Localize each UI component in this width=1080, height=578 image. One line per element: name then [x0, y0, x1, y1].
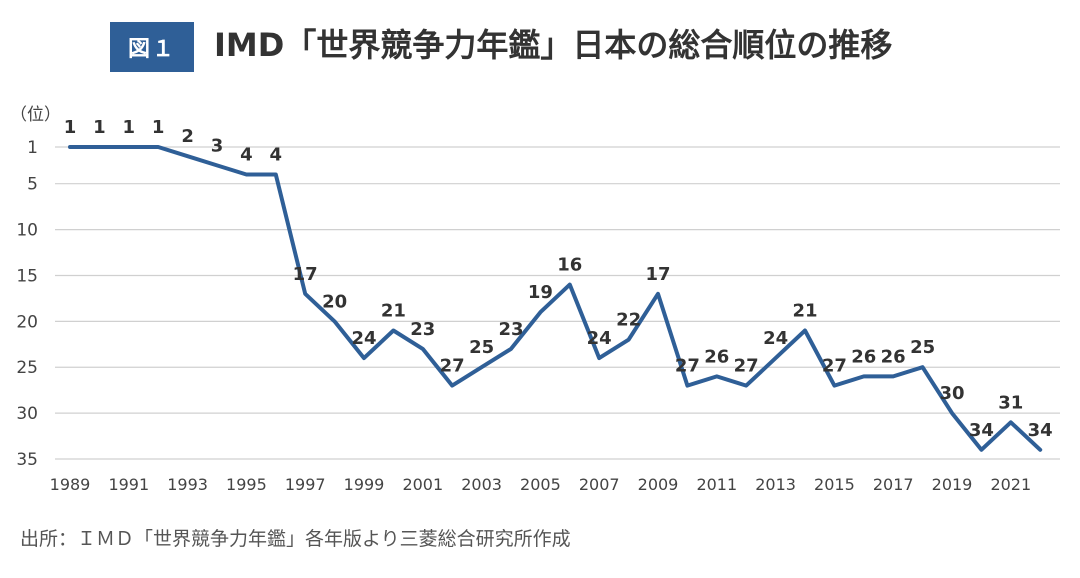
data-label: 3 [211, 135, 224, 156]
data-label: 26 [851, 346, 876, 367]
chart-title: IMD「世界競争力年鑑」日本の総合順位の推移 [214, 26, 893, 64]
data-label: 2 [181, 126, 194, 147]
data-label: 34 [1028, 420, 1053, 441]
data-label: 34 [969, 420, 994, 441]
data-label: 23 [498, 319, 523, 340]
y-tick-label: 30 [16, 404, 38, 424]
x-tick-label: 2021 [990, 475, 1031, 494]
data-label: 1 [152, 117, 165, 138]
data-label: 1 [64, 117, 77, 138]
x-tick-label: 1999 [344, 475, 385, 494]
x-tick-label: 1997 [285, 475, 326, 494]
data-label: 17 [293, 264, 318, 285]
x-axis-ticks: 1989 1991 1993 1995 1997 1999 2001 2003 2005 2007… [50, 475, 1032, 494]
y-tick-label: 25 [16, 358, 38, 378]
data-label: 4 [240, 145, 253, 166]
data-label: 1 [93, 117, 106, 138]
x-tick-label: 2009 [638, 475, 679, 494]
x-tick-label: 2017 [873, 475, 914, 494]
y-tick-label: 5 [27, 175, 38, 195]
data-label: 20 [322, 291, 347, 312]
data-label: 26 [704, 346, 729, 367]
y-tick-label: 15 [16, 266, 38, 286]
data-label: 26 [881, 346, 906, 367]
y-tick-label: 1 [27, 138, 38, 158]
x-tick-label: 2015 [814, 475, 855, 494]
data-label: 16 [557, 255, 582, 276]
x-tick-label: 2003 [461, 475, 502, 494]
x-tick-label: 2001 [402, 475, 443, 494]
data-label: 27 [440, 356, 465, 377]
data-label: 21 [381, 301, 406, 322]
data-label: 22 [616, 310, 641, 331]
y-tick-label: 20 [16, 312, 38, 332]
x-tick-label: 1993 [167, 475, 208, 494]
data-label: 23 [410, 319, 435, 340]
data-label: 24 [587, 328, 612, 349]
data-label: 30 [939, 383, 964, 404]
data-label: 25 [469, 337, 494, 358]
x-tick-label: 2005 [520, 475, 561, 494]
data-label: 25 [910, 337, 935, 358]
chart-header: 図１ IMD「世界競争力年鑑」日本の総合順位の推移 [0, 0, 1080, 100]
data-label: 17 [645, 264, 670, 285]
source-note: 出所：ＩＭＤ「世界競争力年鑑」各年版より三菱総合研究所作成 [20, 528, 571, 550]
y-axis-label: （位） [10, 105, 61, 125]
data-label: 27 [675, 356, 700, 377]
series-line [68, 145, 1043, 452]
chart-area: 1 5 10 15 20 25 30 35 1989 1991 1993 1995 1997 1999 2… [0, 92, 1080, 502]
data-label: 4 [270, 145, 283, 166]
data-label: 1 [123, 117, 136, 138]
data-label: 19 [528, 282, 553, 303]
x-tick-label: 2019 [932, 475, 973, 494]
x-tick-label: 2007 [579, 475, 620, 494]
y-tick-label: 35 [16, 450, 38, 470]
figure-badge: 図１ [110, 22, 194, 72]
data-label: 31 [998, 392, 1023, 413]
x-tick-label: 1995 [226, 475, 267, 494]
data-label: 27 [822, 356, 847, 377]
y-tick-label: 10 [16, 221, 38, 241]
grid-lines [55, 146, 1060, 460]
x-tick-label: 1989 [50, 475, 91, 494]
x-tick-label: 2013 [755, 475, 796, 494]
x-tick-label: 1991 [108, 475, 149, 494]
data-label: 21 [792, 301, 817, 322]
x-tick-label: 2011 [696, 475, 737, 494]
data-label: 24 [763, 328, 788, 349]
data-label: 27 [734, 356, 759, 377]
data-label: 24 [351, 328, 376, 349]
